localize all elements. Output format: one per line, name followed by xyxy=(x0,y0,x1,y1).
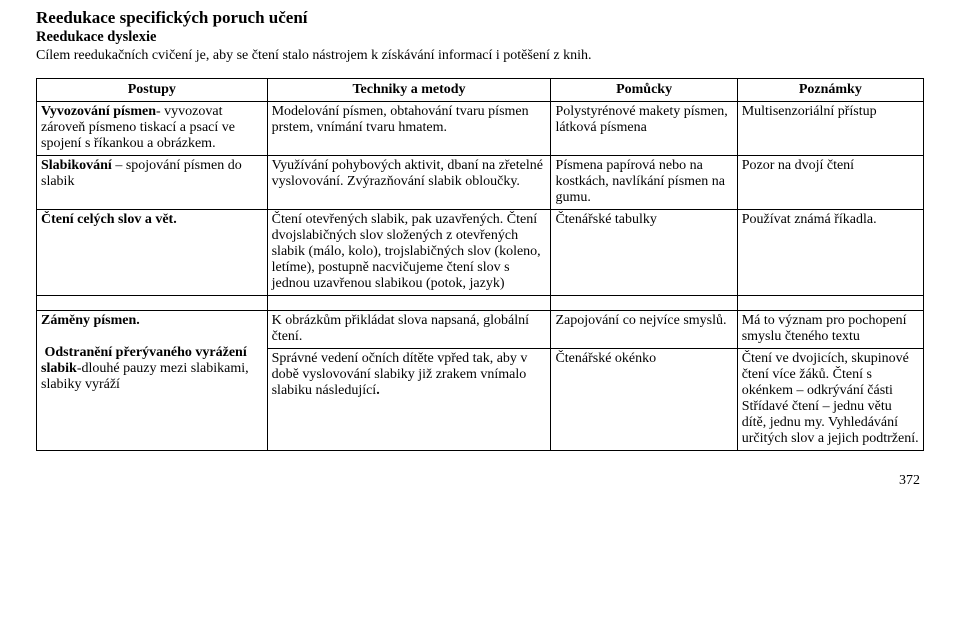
cell-postupy: Záměny písmen. Odstranění přerývaného vy… xyxy=(37,311,268,451)
table-header-row: Postupy Techniky a metody Pomůcky Poznám… xyxy=(37,79,924,102)
cell-pomucky: Čtenářské tabulky xyxy=(551,210,737,296)
cell-postupy: Vyvozování písmen- vyvozovat zároveň pís… xyxy=(37,102,268,156)
col-postupy: Postupy xyxy=(37,79,268,102)
table-row: Záměny písmen. Odstranění přerývaného vy… xyxy=(37,311,924,349)
cell-poznamky: Čtení ve dvojicích, skupinové čtení více… xyxy=(737,349,923,451)
page-subtitle: Reedukace dyslexie xyxy=(36,29,924,46)
cell-postupy: Čtení celých slov a vět. xyxy=(37,210,268,296)
col-techniky: Techniky a metody xyxy=(267,79,551,102)
page-title: Reedukace specifických poruch učení xyxy=(36,8,924,28)
cell-postupy: Slabikování – spojování písmen do slabik xyxy=(37,156,268,210)
cell-poznamky: Pozor na dvojí čtení xyxy=(737,156,923,210)
cell-techniky: K obrázkům přikládat slova napsaná, glob… xyxy=(267,311,551,349)
cell-poznamky: Používat známá říkadla. xyxy=(737,210,923,296)
cell-techniky: Modelování písmen, obtahování tvaru písm… xyxy=(267,102,551,156)
cell-pomucky: Čtenářské okénko xyxy=(551,349,737,451)
cell-techniky: Využívání pohybových aktivit, dbaní na z… xyxy=(267,156,551,210)
cell-techniky: Čtení otevřených slabik, pak uzavřených.… xyxy=(267,210,551,296)
cell-poznamky: Má to význam pro pochopení smyslu čtenéh… xyxy=(737,311,923,349)
cell-pomucky: Polystyrénové makety písmen, látková pís… xyxy=(551,102,737,156)
page-number: 372 xyxy=(36,451,924,489)
col-poznamky: Poznámky xyxy=(737,79,923,102)
col-pomucky: Pomůcky xyxy=(551,79,737,102)
cell-techniky: Správné vedení očních dítěte vpřed tak, … xyxy=(267,349,551,451)
table-row: Čtení celých slov a vět. Čtení otevřenýc… xyxy=(37,210,924,296)
cell-pomucky: Písmena papírová nebo na kostkách, navlí… xyxy=(551,156,737,210)
table-row: Vyvozování písmen- vyvozovat zároveň pís… xyxy=(37,102,924,156)
cell-pomucky: Zapojování co nejvíce smyslů. xyxy=(551,311,737,349)
methods-table: Postupy Techniky a metody Pomůcky Poznám… xyxy=(36,78,924,451)
cell-poznamky: Multisenzoriální přístup xyxy=(737,102,923,156)
table-row: Slabikování – spojování písmen do slabik… xyxy=(37,156,924,210)
table-gap-row xyxy=(37,296,924,311)
intro-text: Cílem reedukačních cvičení je, aby se čt… xyxy=(36,48,924,64)
